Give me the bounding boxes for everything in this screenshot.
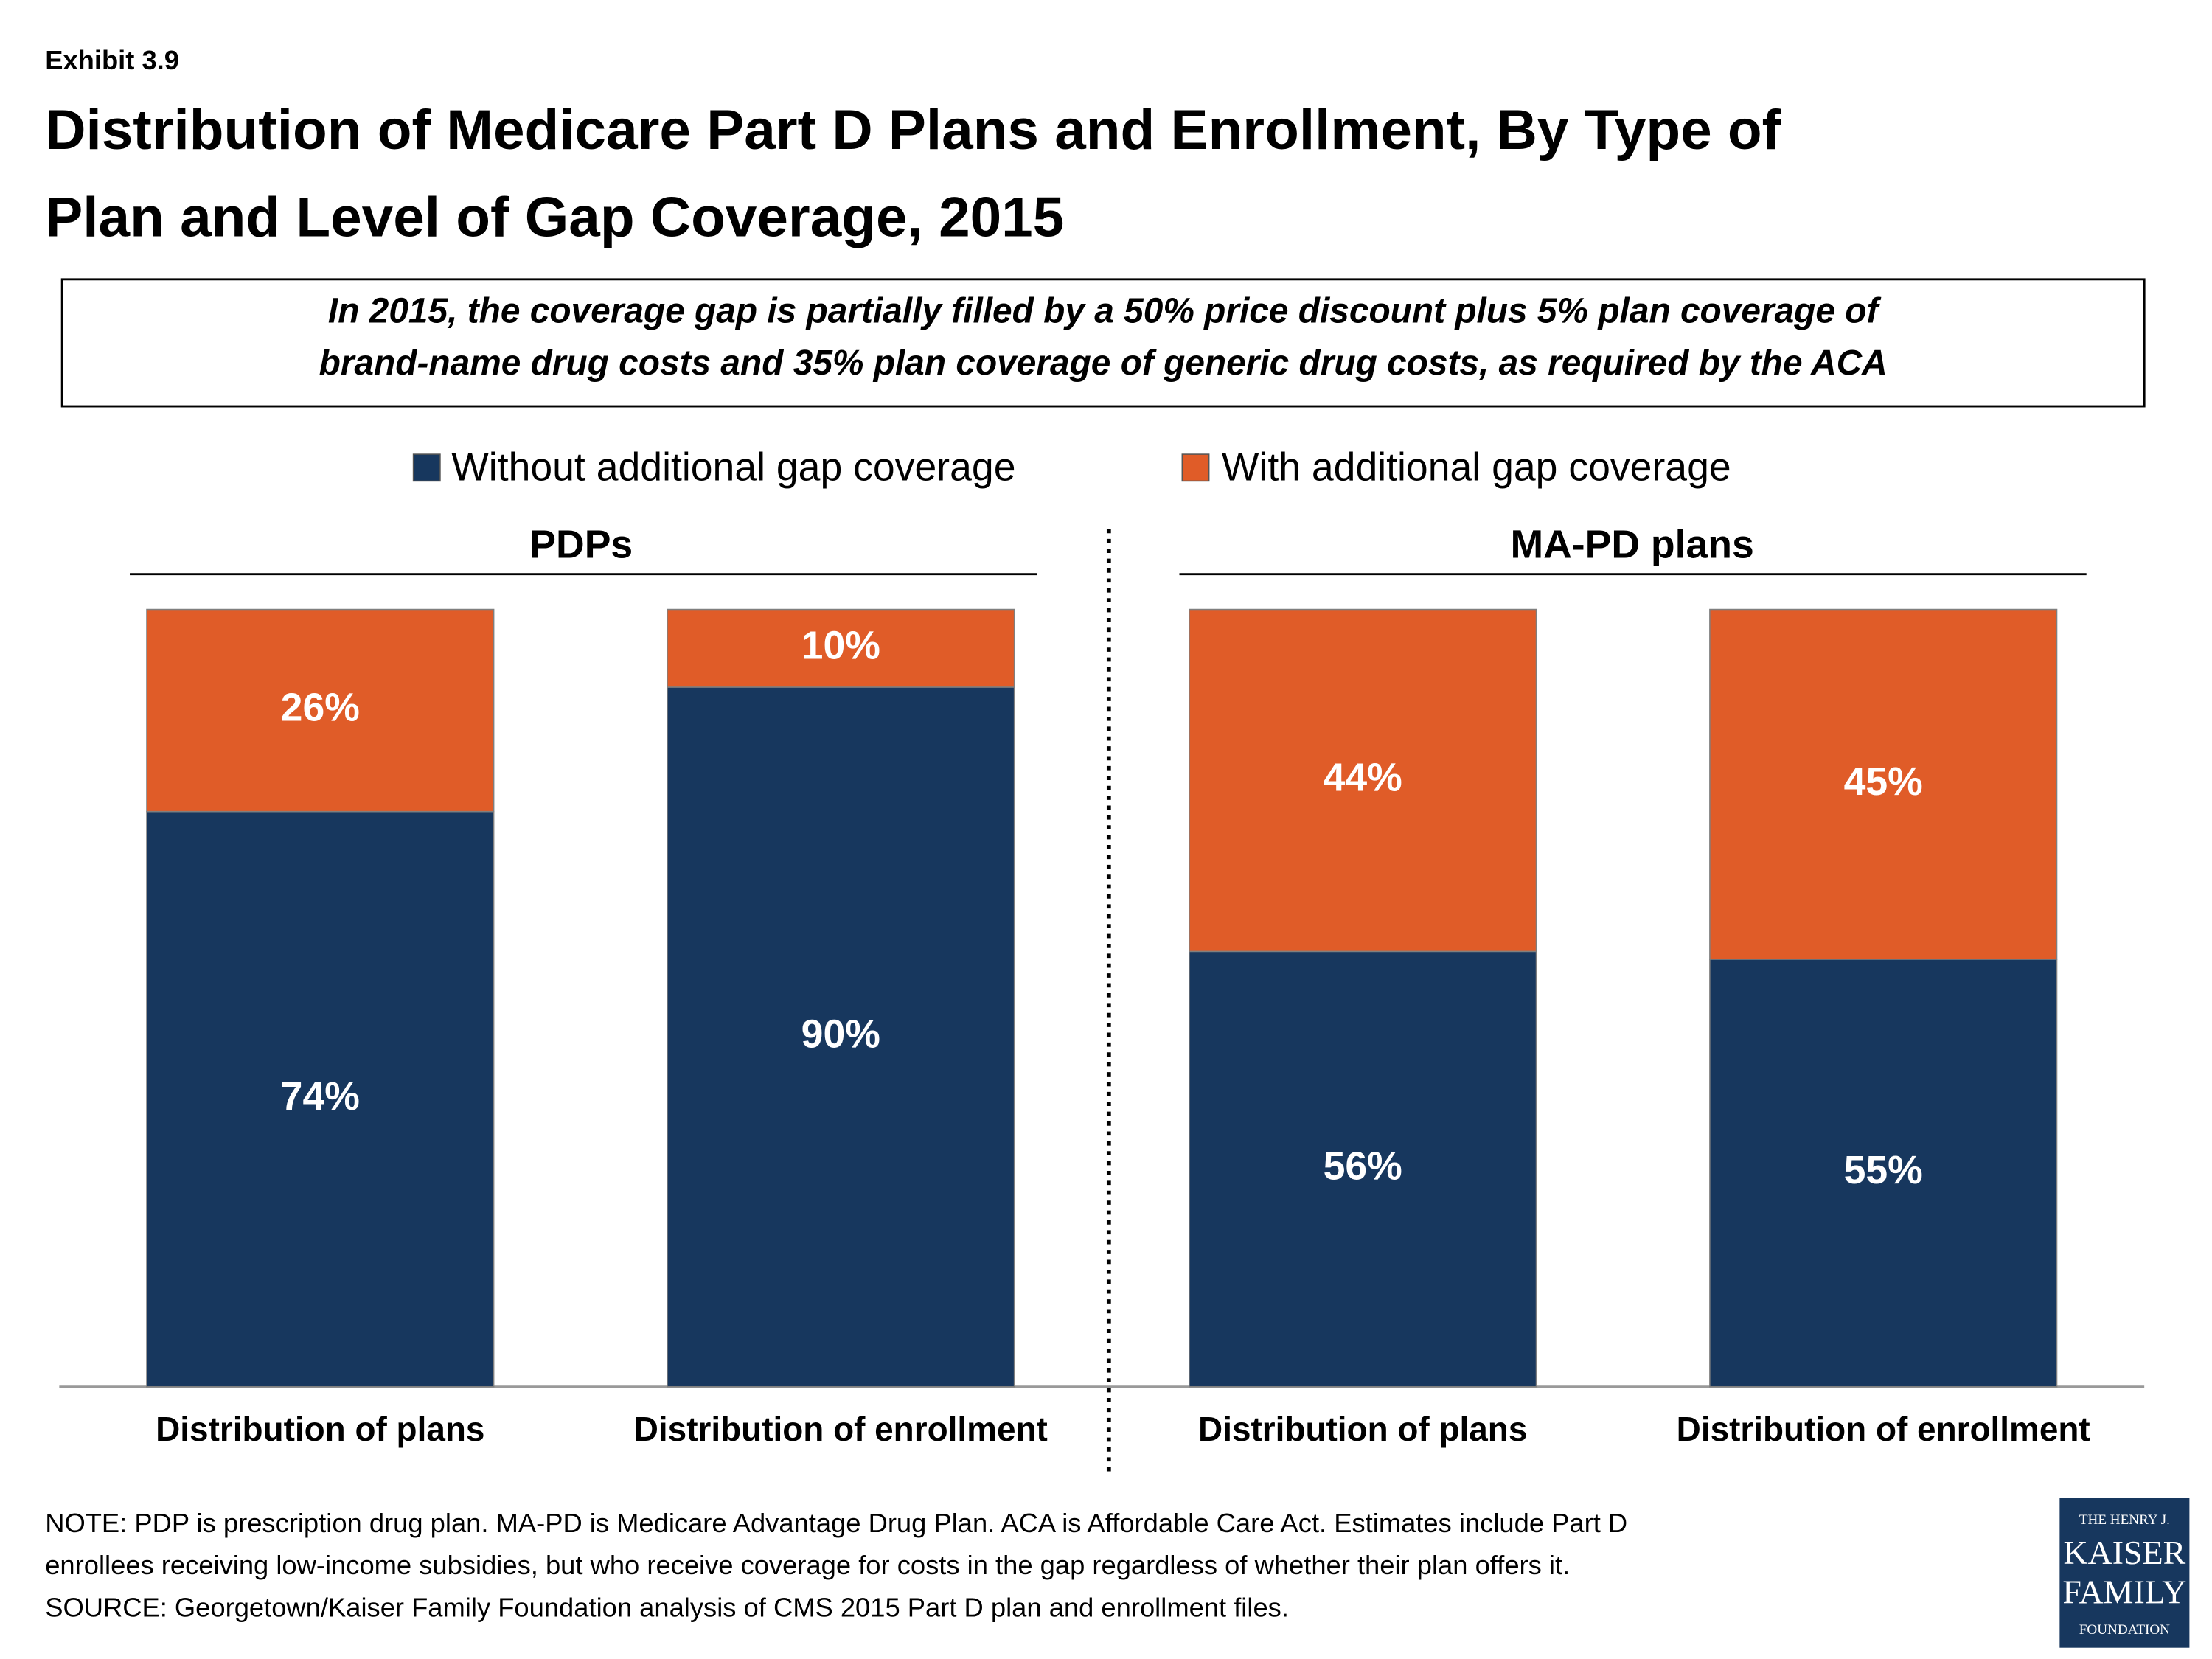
title-line: Distribution of Medicare Part D Plans an… <box>45 99 1781 161</box>
subtitle-box <box>60 278 2146 408</box>
bar-segment <box>1189 608 1537 953</box>
group-label: PDPs <box>529 524 633 567</box>
value-label: 44% <box>1324 757 1402 800</box>
bar-segment <box>146 608 495 813</box>
value-label: 90% <box>801 1013 880 1057</box>
logo-text: KAISER <box>2063 1534 2185 1571</box>
x-tick-label: Distribution of plans <box>156 1410 484 1448</box>
legend-swatch <box>1181 453 1210 482</box>
subtitle-line: In 2015, the coverage gap is partially f… <box>328 291 1882 330</box>
logo-text: THE HENRY J. <box>2079 1512 2170 1528</box>
logo-text: FOUNDATION <box>2079 1622 2170 1638</box>
subtitle-line: brand-name drug costs and 35% plan cover… <box>319 344 1888 383</box>
value-label: 10% <box>801 624 880 667</box>
x-tick-label: Distribution of enrollment <box>634 1410 1048 1448</box>
title-line: Plan and Level of Gap Coverage, 2015 <box>45 187 1064 249</box>
bar-segment <box>667 608 1015 688</box>
note-line: enrollees receiving low-income subsidies… <box>45 1550 1570 1580</box>
value-label: 55% <box>1844 1149 1923 1192</box>
note-line: SOURCE: Georgetown/Kaiser Family Foundat… <box>45 1593 1289 1623</box>
logo-text: FAMILY <box>2062 1573 2186 1610</box>
logo <box>2059 1498 2190 1648</box>
bar-segment <box>1189 950 1537 1388</box>
value-label: 26% <box>281 686 360 730</box>
legend-swatch <box>412 453 441 482</box>
note-line: NOTE: PDP is prescription drug plan. MA-… <box>45 1508 1627 1538</box>
bar-segment <box>1709 959 2058 1388</box>
exhibit: Exhibit 3.9 <box>45 45 179 75</box>
x-tick-label: Distribution of plans <box>1198 1410 1527 1448</box>
x-tick-label: Distribution of enrollment <box>1677 1410 2090 1448</box>
legend-label: Without additional gap coverage <box>451 445 1015 489</box>
legend-label: With additional gap coverage <box>1222 445 1731 489</box>
bar-segment <box>1709 608 2058 960</box>
value-label: 74% <box>281 1075 360 1119</box>
value-label: 56% <box>1324 1145 1402 1189</box>
value-label: 45% <box>1844 760 1923 804</box>
bar-segment <box>667 686 1015 1388</box>
group-label: MA-PD plans <box>1510 524 1753 567</box>
